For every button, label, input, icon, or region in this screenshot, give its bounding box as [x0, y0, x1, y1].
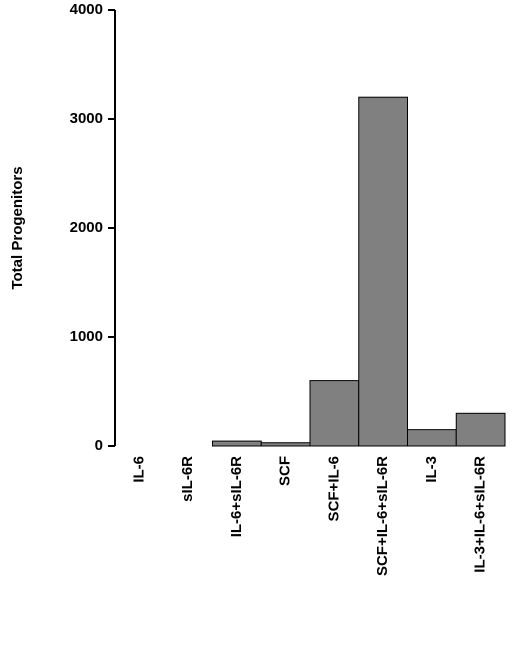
bar [358, 96, 408, 447]
y-tick-label: 4000 [70, 1, 103, 18]
x-tick-label: IL-6 [130, 456, 147, 483]
x-tick-label: IL-3 [423, 456, 440, 483]
y-tick-label: 0 [95, 437, 103, 454]
y-tick-label: 1000 [70, 328, 103, 345]
y-tick-label: 2000 [70, 219, 103, 236]
x-tick-label: sIL-6R [179, 456, 196, 502]
y-axis-label: Total Progenitors [9, 166, 26, 289]
bar [455, 412, 506, 447]
bar [407, 429, 457, 447]
x-tick-label: IL-6+sIL-6R [228, 456, 245, 537]
x-tick-label: SCF+IL-6 [325, 456, 342, 521]
bar [260, 442, 311, 447]
bar [212, 440, 262, 447]
x-tick-label: SCF [277, 456, 294, 486]
bar [309, 380, 360, 447]
y-tick-label: 3000 [70, 110, 103, 127]
x-tick-label: SCF+IL-6+sIL-6R [374, 456, 391, 576]
x-tick-label: IL-3+IL-6+sIL-6R [472, 456, 489, 573]
